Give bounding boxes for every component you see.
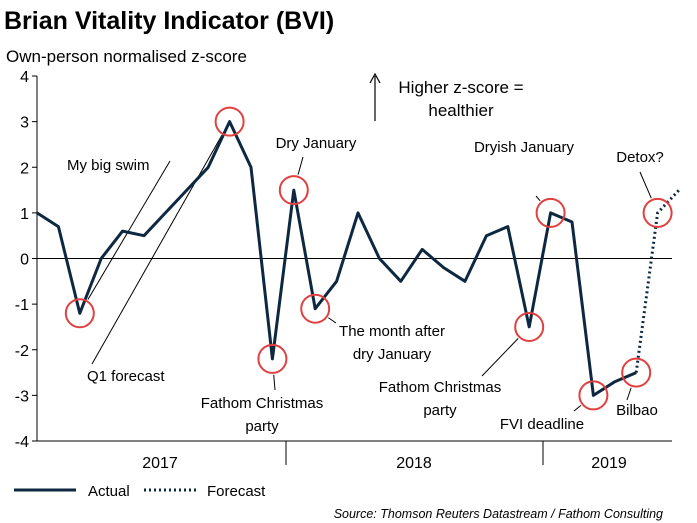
y-tick-label: -1 (15, 297, 29, 314)
annotation-dry-january: Dry January (276, 135, 357, 152)
annotation-fathom-party-2-line1: Fathom Christmas (379, 379, 502, 396)
highlight-circles (64, 106, 673, 411)
legend-forecast-label: Forecast (207, 483, 266, 500)
annotations: My big swim Q1 forecast Fathom Christmas… (67, 135, 664, 435)
highlight-circle (300, 293, 331, 324)
annotation-leader-line (297, 156, 304, 175)
series-line-forecast (634, 189, 681, 373)
chart-title: Brian Vitality Indicator (BVI) (4, 7, 334, 35)
legend: Actual Forecast (14, 483, 266, 500)
annotation-leader-line (328, 317, 337, 324)
chart-subtitle: Own-person normalised z-score (6, 47, 247, 66)
annotation-month-after-line2: dry January (353, 346, 432, 363)
highlight-circle (214, 106, 245, 137)
up-arrow-head-icon (369, 72, 381, 84)
annotation-leader-line (87, 160, 171, 300)
y-tick-label: -4 (15, 434, 29, 451)
x-year-label: 2019 (591, 455, 627, 472)
annotation-dryish-january: Dryish January (474, 139, 575, 156)
source-note: Source: Thomson Reuters Datastream / Fat… (334, 507, 663, 521)
y-axis-ticks: 4 3 2 1 0 -1 -2 -3 -4 (15, 69, 37, 451)
highlight-circle (64, 298, 95, 329)
annotation-fathom-party-1-line1: Fathom Christmas (201, 395, 324, 412)
highlight-circle (278, 175, 309, 206)
annotation-leaders (87, 135, 652, 412)
highlight-circle (578, 380, 609, 411)
y-tick-label: 4 (20, 69, 29, 86)
y-tick-label: -2 (15, 343, 29, 360)
highlight-circle (642, 197, 673, 228)
highlight-circle (257, 343, 288, 374)
x-year-label: 2017 (142, 455, 178, 472)
series-lines (36, 120, 681, 397)
annotation-leader-line (481, 338, 519, 377)
y-tick-label: 0 (20, 252, 29, 269)
annotation-fathom-party-2-line2: party (423, 402, 457, 419)
annotation-leader-line (91, 135, 223, 365)
y-tick-label: -3 (15, 388, 29, 405)
annotation-leader-line (535, 195, 541, 202)
note-line-2: healthier (428, 101, 494, 120)
annotation-month-after-line1: The month after (339, 323, 445, 340)
annotation-leader-line (573, 405, 582, 412)
annotation-fvi-deadline: FVI deadline (500, 416, 584, 433)
annotation-leader-line (639, 171, 652, 199)
annotation-q1-forecast: Q1 forecast (87, 368, 165, 385)
annotation-leader-line (273, 374, 276, 391)
annotation-leader-line (626, 387, 632, 401)
annotation-my-big-swim: My big swim (67, 157, 150, 174)
x-year-label: 2018 (396, 455, 432, 472)
legend-actual-label: Actual (88, 483, 130, 500)
y-tick-label: 3 (20, 115, 29, 132)
highlight-circle (621, 357, 652, 388)
y-tick-label: 1 (20, 206, 29, 223)
annotation-fathom-party-1-line2: party (245, 418, 279, 435)
note-line-1: Higher z-score = (398, 78, 523, 97)
series-line-actual (36, 120, 637, 397)
health-note: Higher z-score = healthier (369, 72, 524, 121)
y-tick-label: 2 (20, 160, 29, 177)
highlight-circle (535, 197, 566, 228)
x-axis-year-labels: 2017 2018 2019 (142, 441, 627, 472)
annotation-detox: Detox? (616, 149, 664, 166)
highlight-circle (514, 311, 545, 342)
annotation-bilbao: Bilbao (616, 402, 658, 419)
